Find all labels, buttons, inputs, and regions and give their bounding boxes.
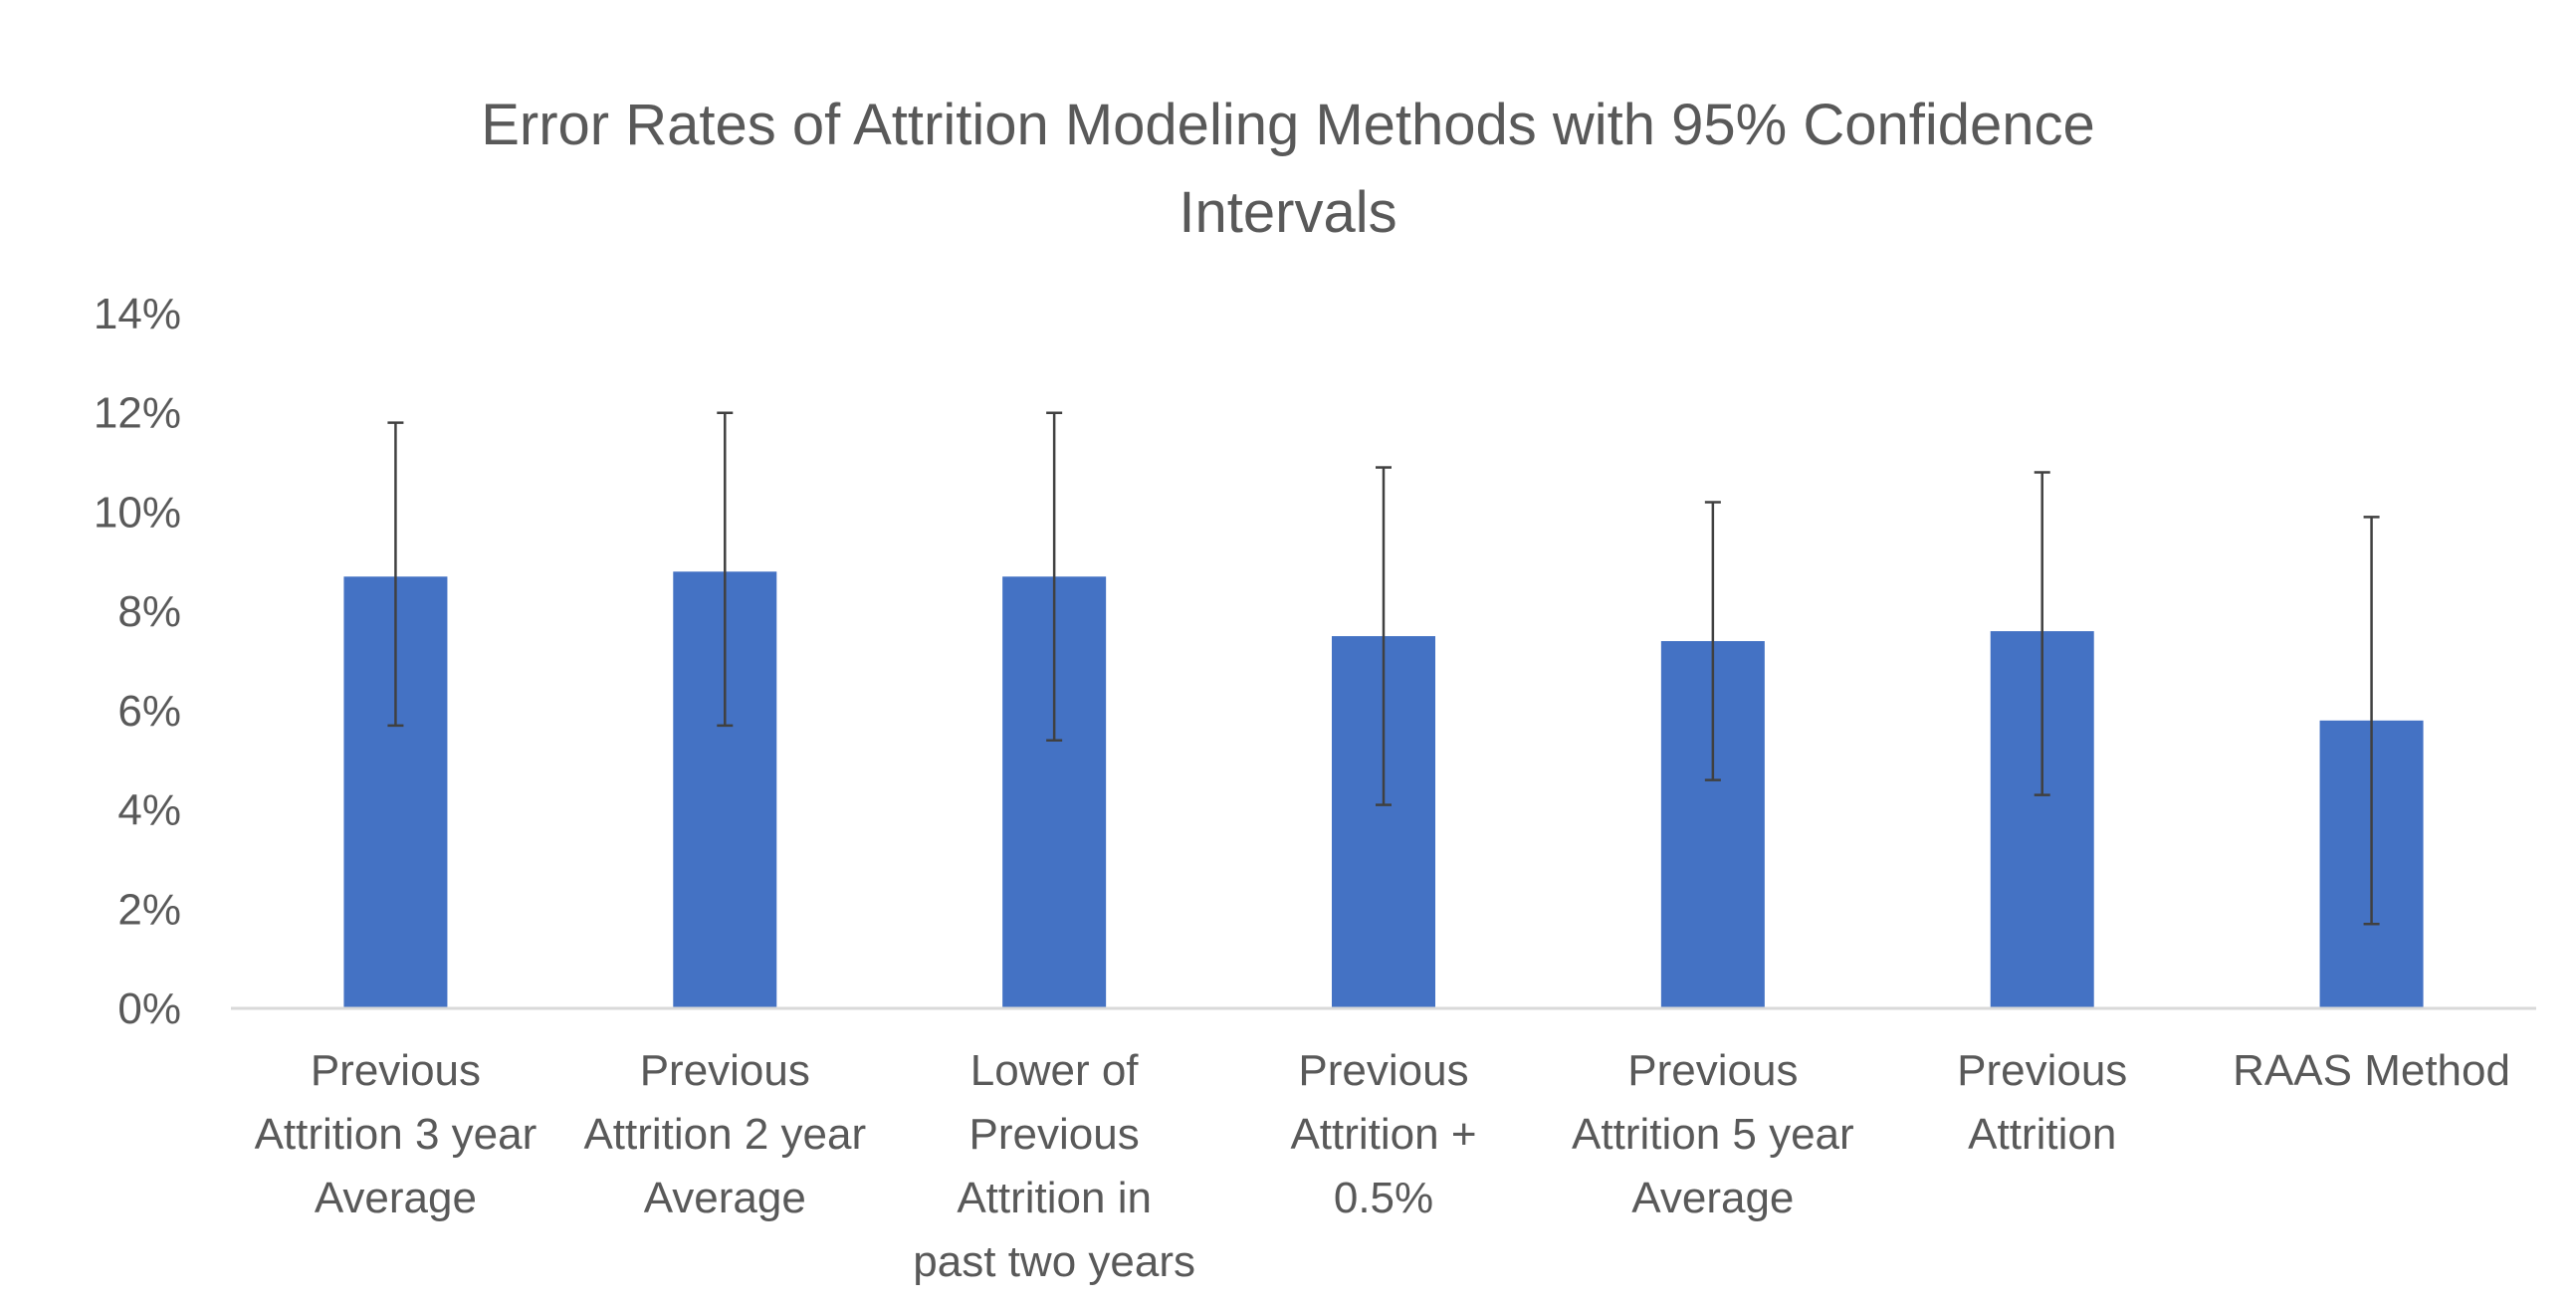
y-tick-label: 0% — [117, 984, 181, 1033]
x-tick-label-line: Lower of — [970, 1046, 1140, 1095]
error-bar — [1376, 466, 1392, 806]
y-axis: 0% 2% 4% 6% 8% 10% 12% 14% — [94, 290, 181, 1033]
x-tick-label-line: 0.5% — [1334, 1174, 1433, 1222]
error-bar — [387, 421, 404, 728]
x-tick-label: Previous Attrition — [1957, 1046, 2127, 1159]
y-tick-label: 4% — [117, 786, 181, 835]
error-bar — [717, 411, 734, 728]
x-tick-label-line: Average — [1631, 1174, 1794, 1222]
x-axis: Previous Attrition 3 year Average Previous A… — [231, 1006, 2536, 1286]
y-tick-label: 14% — [94, 290, 181, 338]
x-tick-label-line: Attrition + — [1290, 1110, 1476, 1159]
x-tick-label-line: Average — [644, 1174, 806, 1222]
y-tick-label: 2% — [117, 885, 181, 934]
x-tick-label-line: Average — [315, 1174, 477, 1222]
x-tick-label-line: Previous — [1957, 1046, 2127, 1095]
x-tick-label-line: Attrition 2 year — [583, 1110, 866, 1159]
x-tick-label-line: Attrition 3 year — [255, 1110, 537, 1159]
x-tick-label-line: Previous — [969, 1110, 1140, 1159]
x-tick-label: Previous Attrition 3 year Average — [255, 1046, 537, 1222]
x-tick-label-line: past two years — [913, 1237, 1195, 1286]
error-bars — [387, 411, 2380, 926]
x-tick-label: Previous Attrition + 0.5% — [1290, 1046, 1476, 1222]
y-tick-label: 10% — [94, 488, 181, 537]
x-tick-label-line: RAAS Method — [2233, 1046, 2510, 1095]
y-tick-label: 6% — [117, 687, 181, 736]
error-bar — [1046, 411, 1063, 743]
x-tick-label-line: Previous — [1627, 1046, 1798, 1095]
x-tick-label-line: Attrition — [1968, 1110, 2116, 1159]
x-tick-label-line: Previous — [1298, 1046, 1468, 1095]
x-tick-label-line: Previous — [640, 1046, 810, 1095]
chart-title-line-1: Error Rates of Attrition Modeling Method… — [481, 93, 2095, 157]
error-bar — [1704, 501, 1721, 781]
x-tick-label: Previous Attrition 5 year Average — [1572, 1046, 1854, 1222]
y-tick-label: 12% — [94, 389, 181, 438]
x-tick-label-line: Previous — [311, 1046, 481, 1095]
error-bar — [2363, 516, 2380, 926]
x-tick-label: Previous Attrition 2 year Average — [583, 1046, 866, 1222]
error-bar — [2034, 471, 2050, 796]
chart-title-line-2: Intervals — [1179, 180, 1397, 245]
x-tick-label-line: Attrition 5 year — [1572, 1110, 1854, 1159]
x-tick-label: Lower of Previous Attrition in past two yea… — [913, 1046, 1195, 1286]
x-tick-label-line: Attrition in — [957, 1174, 1152, 1222]
x-tick-label: RAAS Method — [2233, 1046, 2510, 1095]
y-tick-label: 8% — [117, 587, 181, 636]
